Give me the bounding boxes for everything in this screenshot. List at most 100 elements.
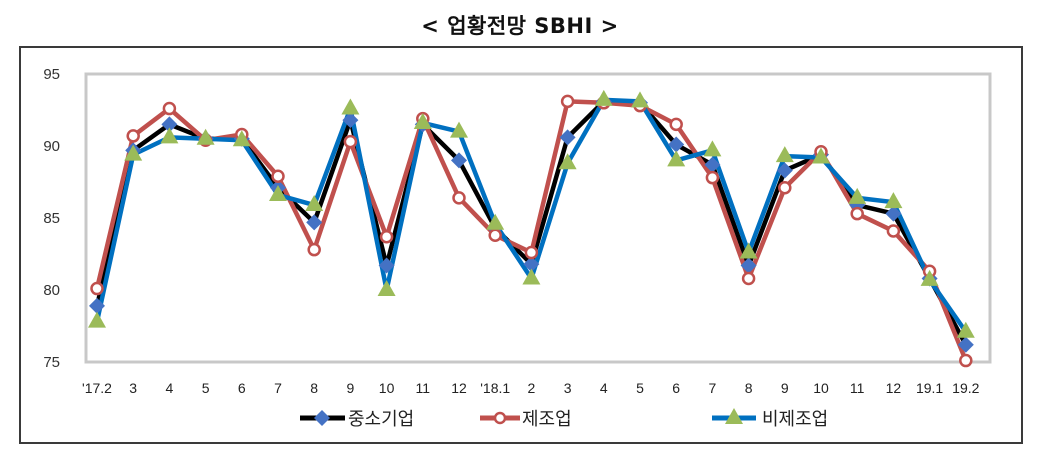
circle-marker-icon: [307, 242, 321, 257]
circle-marker-icon: [524, 245, 539, 260]
triangle-marker-icon: [667, 150, 686, 167]
diamond-marker-icon: [668, 136, 685, 153]
triangle-marker-icon: [160, 127, 179, 144]
x-tick-label: 5: [636, 380, 644, 396]
x-tick-label: 12: [451, 380, 467, 396]
triangle-marker-icon: [88, 311, 106, 328]
circle-marker-icon: [162, 101, 177, 116]
x-tick-label: 10: [813, 380, 829, 396]
legend: 중소기업 제조업 비제조업: [300, 408, 828, 430]
diamond-marker-icon: [89, 297, 105, 314]
triangle-marker-icon: [341, 98, 360, 115]
y-tick-label: 95: [43, 66, 60, 83]
x-tick-label: 3: [564, 380, 572, 396]
circle-marker-icon: [271, 169, 285, 183]
legend-item-sme[interactable]: 중소기업: [300, 409, 414, 430]
diamond-marker-icon: [342, 112, 359, 129]
x-tick-label: 19.1: [916, 380, 943, 396]
circle-marker-icon: [886, 224, 901, 238]
x-tick-label: 5: [202, 380, 210, 396]
triangle-marker-icon: [377, 280, 396, 296]
x-tick-label: 9: [781, 380, 789, 396]
circle-marker-icon: [126, 129, 140, 143]
chart-title: < 업황전망 SBHI >: [421, 14, 619, 38]
circle-marker-icon: [741, 271, 756, 286]
triangle-marker-icon: [269, 184, 287, 201]
triangle-marker-icon: [775, 146, 794, 163]
diamond-marker-icon: [776, 162, 793, 179]
diamond-marker-icon: [559, 129, 576, 146]
diamond-marker-icon: [306, 214, 323, 231]
chart-frame: [19, 46, 1023, 444]
triangle-marker-icon: [920, 269, 939, 286]
circle-marker-icon: [90, 281, 104, 296]
diamond-marker-icon: [523, 256, 540, 273]
diamond-marker-icon: [314, 410, 330, 426]
triangle-marker-icon: [848, 187, 867, 204]
x-tick-label: 11: [850, 380, 865, 396]
circle-marker-icon: [452, 191, 466, 205]
triangle-marker-icon: [739, 242, 758, 259]
y-tick-label: 90: [43, 138, 60, 155]
circle-marker-icon: [669, 117, 683, 132]
circle-marker-icon: [493, 411, 507, 425]
legend-label-manufacturing: 제조업: [522, 409, 572, 430]
x-tick-label: 7: [274, 380, 282, 396]
triangle-marker-icon: [413, 112, 432, 129]
triangle-marker-icon: [703, 140, 722, 157]
y-tick-label: 75: [43, 354, 60, 371]
circle-marker-icon: [850, 206, 864, 221]
triangle-marker-icon: [725, 408, 743, 424]
x-tick-label: 9: [347, 380, 355, 396]
x-tick-label: 6: [238, 380, 246, 396]
legend-label-non-manufacturing: 비제조업: [762, 409, 828, 430]
x-tick-label: 10: [379, 380, 395, 396]
x-tick-label: 4: [600, 380, 608, 396]
circle-marker-icon: [778, 181, 792, 195]
x-tick-label: 4: [166, 380, 174, 396]
triangle-marker-icon: [196, 128, 215, 145]
diamond-marker-icon: [161, 116, 178, 133]
x-tick-label: 3: [129, 380, 137, 396]
triangle-marker-icon: [884, 192, 903, 209]
triangle-marker-icon: [631, 91, 649, 108]
triangle-marker-icon: [558, 153, 577, 170]
diamond-marker-icon: [704, 156, 721, 173]
x-tick-label: 11: [416, 380, 431, 396]
x-tick-label: 12: [886, 380, 902, 396]
y-tick-label: 85: [43, 210, 60, 227]
triangle-marker-icon: [594, 89, 613, 106]
legend-label-sme: 중소기업: [348, 409, 414, 430]
x-tick-label: 2: [528, 380, 536, 396]
diamond-marker-icon: [957, 336, 974, 353]
x-tick-label: 7: [709, 380, 717, 396]
triangle-marker-icon: [522, 268, 541, 285]
legend-item-manufacturing[interactable]: 제조업: [480, 409, 572, 430]
x-axis-ticks: '17.2 3 4 5 6 7 8 9 10 11 12 '18.1 2 3 4 5 6 7 8 9 10 11 12 19.…: [82, 380, 980, 396]
triangle-marker-icon: [305, 195, 324, 212]
x-tick-label: 8: [745, 380, 753, 396]
circle-marker-icon: [379, 229, 394, 244]
triangle-marker-icon: [450, 121, 468, 138]
y-axis-ticks: 95 90 85 80 75: [43, 66, 60, 371]
triangle-marker-icon: [956, 321, 975, 338]
diamond-marker-icon: [885, 205, 902, 222]
diamond-marker-icon: [451, 152, 467, 169]
series-group: [88, 89, 975, 368]
x-tick-label: 8: [310, 380, 318, 396]
triangle-marker-icon: [812, 147, 830, 164]
circle-marker-icon: [560, 94, 575, 109]
x-tick-label: '17.2: [82, 380, 112, 396]
circle-marker-icon: [959, 353, 973, 368]
diamond-marker-icon: [378, 257, 395, 274]
legend-item-non-manufacturing[interactable]: 비제조업: [712, 408, 828, 430]
x-tick-label: 6: [672, 380, 680, 396]
circle-marker-icon: [488, 228, 502, 243]
triangle-marker-icon: [232, 130, 251, 147]
x-tick-label: '18.1: [480, 380, 510, 396]
y-tick-label: 80: [43, 282, 60, 299]
triangle-marker-icon: [486, 213, 505, 230]
diamond-marker-icon: [740, 257, 757, 274]
triangle-marker-icon: [124, 144, 143, 161]
